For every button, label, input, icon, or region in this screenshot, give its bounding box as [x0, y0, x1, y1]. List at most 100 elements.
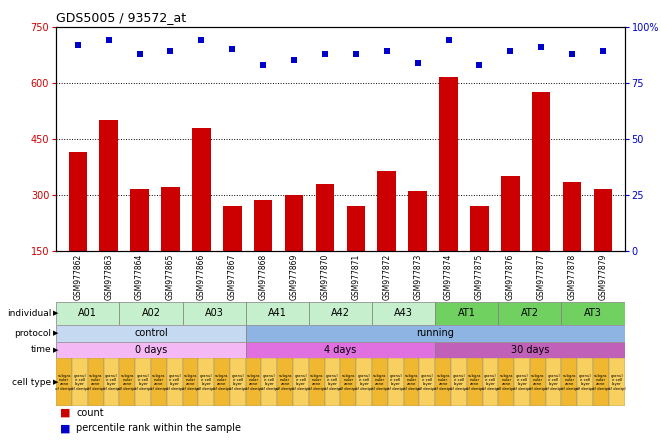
Text: subgra
nular
zone
of dentpl: subgra nular zone of dentpl	[150, 374, 168, 391]
Bar	[135, 358, 151, 406]
Text: A43: A43	[394, 309, 413, 318]
Text: subgra
nular
zone
of dentpl: subgra nular zone of dentpl	[245, 374, 262, 391]
Bar	[470, 206, 488, 251]
Bar	[182, 302, 246, 325]
Bar	[435, 358, 451, 406]
Text: granul
e cell
layer
of dentpl: granul e cell layer of dentpl	[545, 374, 563, 391]
Bar	[254, 200, 272, 251]
Text: granul
e cell
layer
of dentpl: granul e cell layer of dentpl	[102, 374, 120, 391]
Text: subgra
nular
zone
of dentpl: subgra nular zone of dentpl	[529, 374, 547, 391]
Bar	[594, 189, 612, 251]
Text: GSM977878: GSM977878	[568, 254, 576, 300]
Text: GSM977872: GSM977872	[382, 254, 391, 300]
Bar	[419, 358, 435, 406]
Text: A02: A02	[141, 309, 161, 318]
Bar	[69, 152, 87, 251]
Text: granul
e cell
layer
of dentpl: granul e cell layer of dentpl	[513, 374, 531, 391]
Bar	[56, 302, 120, 325]
Bar	[198, 358, 214, 406]
Text: running: running	[416, 328, 454, 338]
Bar	[214, 358, 230, 406]
Bar	[309, 358, 325, 406]
Text: A03: A03	[205, 309, 223, 318]
Bar	[563, 182, 582, 251]
Text: subgra
nular
zone
of dentpl: subgra nular zone of dentpl	[340, 374, 357, 391]
Text: granul
e cell
layer
of dentpl: granul e cell layer of dentpl	[229, 374, 247, 391]
Text: GSM977875: GSM977875	[475, 254, 484, 300]
Text: GSM977867: GSM977867	[228, 254, 237, 300]
Bar	[388, 358, 404, 406]
Text: GSM977871: GSM977871	[352, 254, 360, 300]
Text: granul
e cell
layer
of dentpl: granul e cell layer of dentpl	[608, 374, 625, 391]
Bar	[372, 302, 435, 325]
Text: GDS5005 / 93572_at: GDS5005 / 93572_at	[56, 11, 186, 24]
Bar	[577, 358, 593, 406]
Text: 4 days: 4 days	[325, 345, 356, 355]
Bar	[99, 120, 118, 251]
Text: ▶: ▶	[53, 347, 58, 353]
Bar	[498, 358, 514, 406]
Bar	[346, 206, 365, 251]
Text: cell type: cell type	[13, 378, 52, 387]
Text: individual: individual	[7, 309, 52, 318]
Bar	[192, 127, 211, 251]
Bar	[285, 195, 303, 251]
Text: granul
e cell
layer
of dentpl: granul e cell layer of dentpl	[576, 374, 594, 391]
Text: percentile rank within the sample: percentile rank within the sample	[76, 424, 241, 433]
Bar	[246, 341, 435, 358]
Bar	[408, 191, 427, 251]
Bar	[435, 341, 625, 358]
Bar	[246, 302, 309, 325]
Text: GSM977874: GSM977874	[444, 254, 453, 300]
Text: GSM977877: GSM977877	[537, 254, 546, 300]
Text: subgra
nular
zone
of dentpl: subgra nular zone of dentpl	[56, 374, 73, 391]
Text: GSM977863: GSM977863	[104, 254, 113, 300]
Text: granul
e cell
layer
of dentpl: granul e cell layer of dentpl	[166, 374, 183, 391]
Text: granul
e cell
layer
of dentpl: granul e cell layer of dentpl	[198, 374, 215, 391]
Text: GSM977873: GSM977873	[413, 254, 422, 300]
Text: A42: A42	[331, 309, 350, 318]
Bar	[451, 358, 467, 406]
Bar	[440, 77, 458, 251]
Bar	[182, 358, 198, 406]
Bar	[230, 358, 246, 406]
Text: subgra
nular
zone
of dentpl: subgra nular zone of dentpl	[308, 374, 325, 391]
Text: subgra
nular
zone
of dentpl: subgra nular zone of dentpl	[214, 374, 231, 391]
Bar	[120, 302, 182, 325]
Text: subgra
nular
zone
of dentpl: subgra nular zone of dentpl	[87, 374, 104, 391]
Bar	[609, 358, 625, 406]
Text: granul
e cell
layer
of dentpl: granul e cell layer of dentpl	[450, 374, 467, 391]
Text: GSM977876: GSM977876	[506, 254, 515, 300]
Text: subgra
nular
zone
of dentpl: subgra nular zone of dentpl	[466, 374, 483, 391]
Bar	[593, 358, 609, 406]
Bar	[223, 206, 241, 251]
Text: granul
e cell
layer
of dentpl: granul e cell layer of dentpl	[260, 374, 278, 391]
Text: granul
e cell
layer
of dentpl: granul e cell layer of dentpl	[482, 374, 499, 391]
Text: granul
e cell
layer
of dentpl: granul e cell layer of dentpl	[134, 374, 152, 391]
Text: subgra
nular
zone
of dentpl: subgra nular zone of dentpl	[403, 374, 420, 391]
Bar	[56, 358, 72, 406]
Text: ■: ■	[59, 424, 70, 433]
Text: granul
e cell
layer
of dentpl: granul e cell layer of dentpl	[71, 374, 89, 391]
Bar	[340, 358, 356, 406]
Bar	[151, 358, 167, 406]
Bar	[262, 358, 277, 406]
Text: AT2: AT2	[521, 309, 539, 318]
Bar	[56, 341, 246, 358]
Text: AT1: AT1	[458, 309, 476, 318]
Text: GSM977865: GSM977865	[166, 254, 175, 300]
Text: GSM977868: GSM977868	[258, 254, 268, 300]
Bar	[498, 302, 561, 325]
Text: subgra
nular
zone
of dentpl: subgra nular zone of dentpl	[371, 374, 389, 391]
Text: GSM977869: GSM977869	[290, 254, 299, 300]
Bar	[435, 302, 498, 325]
Text: granul
e cell
layer
of dentpl: granul e cell layer of dentpl	[324, 374, 341, 391]
Text: GSM977864: GSM977864	[135, 254, 144, 300]
Text: A01: A01	[79, 309, 97, 318]
Bar	[404, 358, 419, 406]
Bar	[167, 358, 182, 406]
Text: subgra
nular
zone
of dentpl: subgra nular zone of dentpl	[276, 374, 294, 391]
Bar	[530, 358, 546, 406]
Bar	[72, 358, 88, 406]
Bar	[532, 92, 551, 251]
